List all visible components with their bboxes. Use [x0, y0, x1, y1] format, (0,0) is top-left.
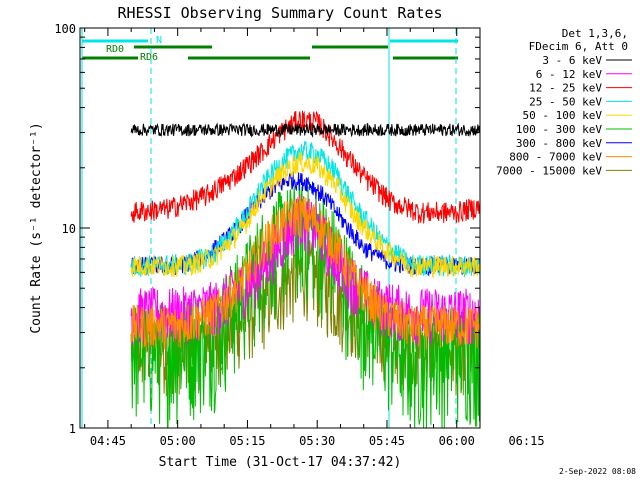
series-layer: [130, 110, 480, 428]
legend-label: 3 - 6 keV: [542, 54, 602, 67]
legend-label: 7000 - 15000 keV: [496, 164, 602, 177]
y-axis-label: Count Rate (s⁻¹ detector⁻¹): [29, 122, 44, 333]
chart-title: RHESSI Observing Summary Count Rates: [117, 4, 442, 22]
legend-label: 50 - 100 keV: [523, 109, 603, 122]
x-tick-label: 05:00: [160, 434, 196, 448]
x-tick-label: 04:45: [90, 434, 126, 448]
x-tick-label: 05:45: [369, 434, 405, 448]
series-line-2: [130, 110, 480, 224]
legend-label: 25 - 50 keV: [529, 95, 602, 108]
series-line-0: [130, 122, 480, 138]
series-line-1: [130, 194, 480, 346]
x-tick-label: 05:30: [299, 434, 335, 448]
legend-label: 100 - 300 keV: [516, 123, 602, 136]
night-label: N: [156, 35, 162, 46]
legend-header-line-2: FDecim 6, Att 0: [529, 40, 628, 53]
rd0-label: RD0: [106, 44, 124, 55]
x-tick-label: 06:15: [508, 434, 544, 448]
series-line-4: [130, 151, 480, 279]
x-tick-label: 06:00: [439, 434, 475, 448]
rd6-label: RD6: [140, 52, 158, 63]
x-tick-label: 05:15: [229, 434, 265, 448]
legend-label: 12 - 25 keV: [529, 82, 602, 95]
x-axis-label: Start Time (31-Oct-17 04:37:42): [159, 455, 402, 470]
series-line-7: [130, 195, 480, 350]
legend-header-line-1: Det 1,3,6,: [562, 27, 628, 40]
footer-timestamp: 2-Sep-2022 08:08: [559, 467, 636, 476]
legend-label: 800 - 7000 keV: [509, 151, 602, 164]
legend-label: 6 - 12 keV: [536, 68, 603, 81]
legend-label: 300 - 800 keV: [516, 137, 602, 150]
tick-layer: 04:45 05:00 05:15 05:30 05:45 06:00 06:15 1 10 10…: [54, 22, 544, 448]
y-tick-label: 10: [62, 222, 76, 236]
y-tick-label: 100: [54, 22, 76, 36]
y-tick-label: 1: [69, 422, 76, 436]
annotation-bars: N RD0 RD6: [82, 35, 458, 63]
